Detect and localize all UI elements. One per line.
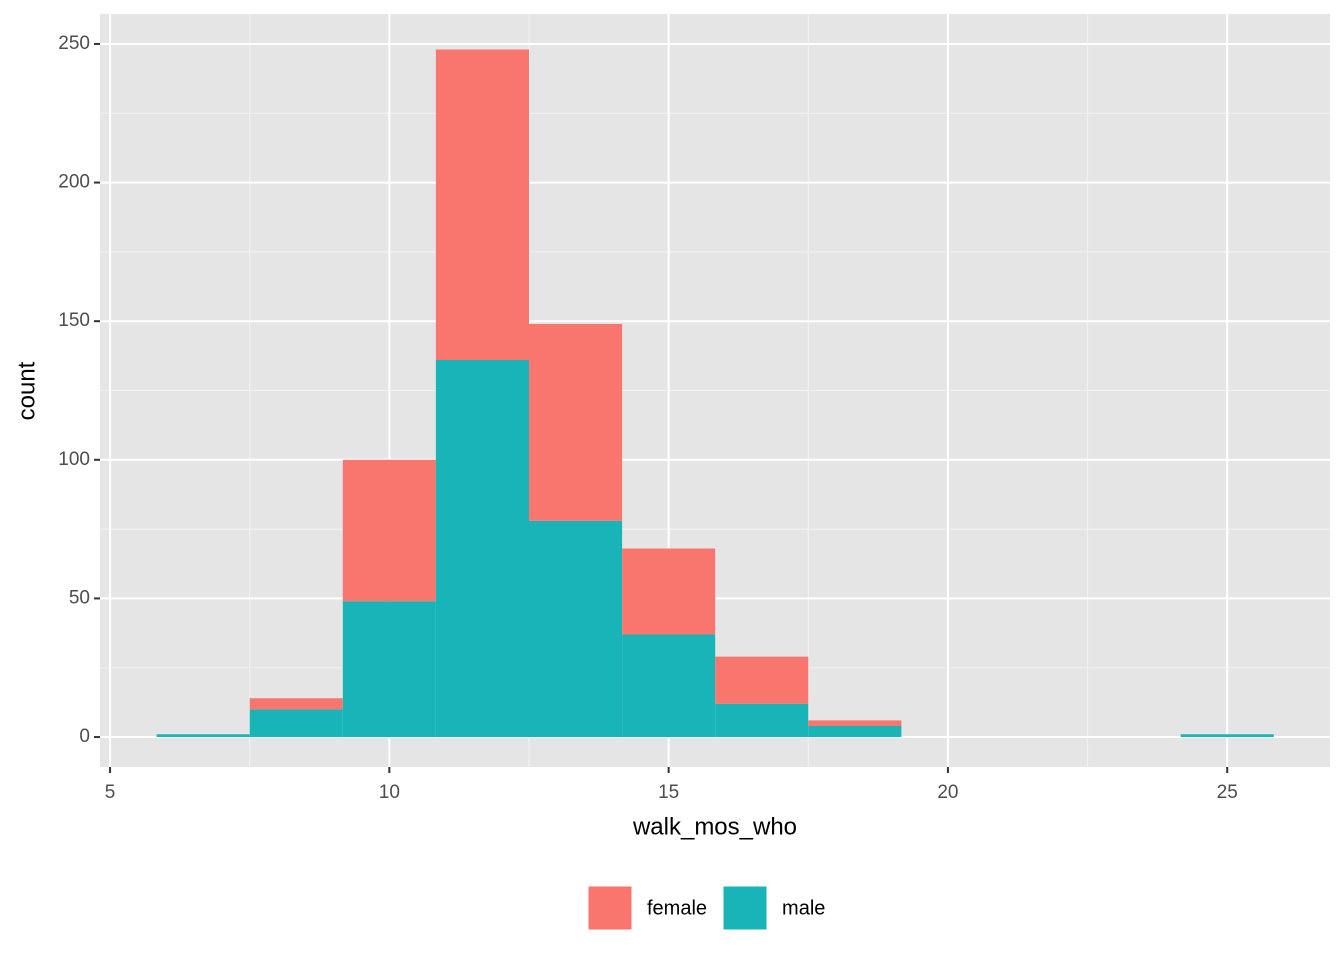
bar: [435, 49, 529, 361]
bar: [622, 548, 716, 635]
x-tick-label: 10: [379, 782, 400, 803]
bar: [528, 520, 623, 738]
bar: [528, 323, 623, 521]
bar: [342, 459, 436, 602]
y-tick-label: 200: [58, 172, 90, 193]
bar: [808, 720, 902, 726]
y-tick-label: 250: [58, 33, 90, 54]
y-tick-label: 100: [58, 449, 90, 470]
bar: [1180, 734, 1274, 738]
bar: [715, 656, 809, 704]
legend-key: [587, 885, 633, 931]
x-tick-label: 20: [937, 782, 958, 803]
bar: [808, 725, 902, 738]
y-axis-title: count: [13, 361, 40, 420]
y-tick-label: 50: [69, 587, 90, 608]
x-axis-title: walk_mos_who: [632, 813, 797, 840]
x-tick-label: 25: [1217, 782, 1238, 803]
x-tick-label: 15: [658, 782, 679, 803]
bar: [249, 709, 343, 738]
bar: [342, 601, 436, 738]
y-tick-label: 150: [58, 310, 90, 331]
x-tick-label: 5: [105, 782, 116, 803]
bar: [622, 634, 716, 738]
bar: [156, 734, 250, 738]
legend-label: female: [647, 897, 707, 919]
bar: [715, 703, 809, 738]
y-tick-label: 0: [79, 726, 90, 747]
bar: [435, 360, 529, 738]
legend-key: [722, 885, 768, 931]
legend-label: male: [782, 897, 825, 919]
bar: [249, 698, 343, 710]
